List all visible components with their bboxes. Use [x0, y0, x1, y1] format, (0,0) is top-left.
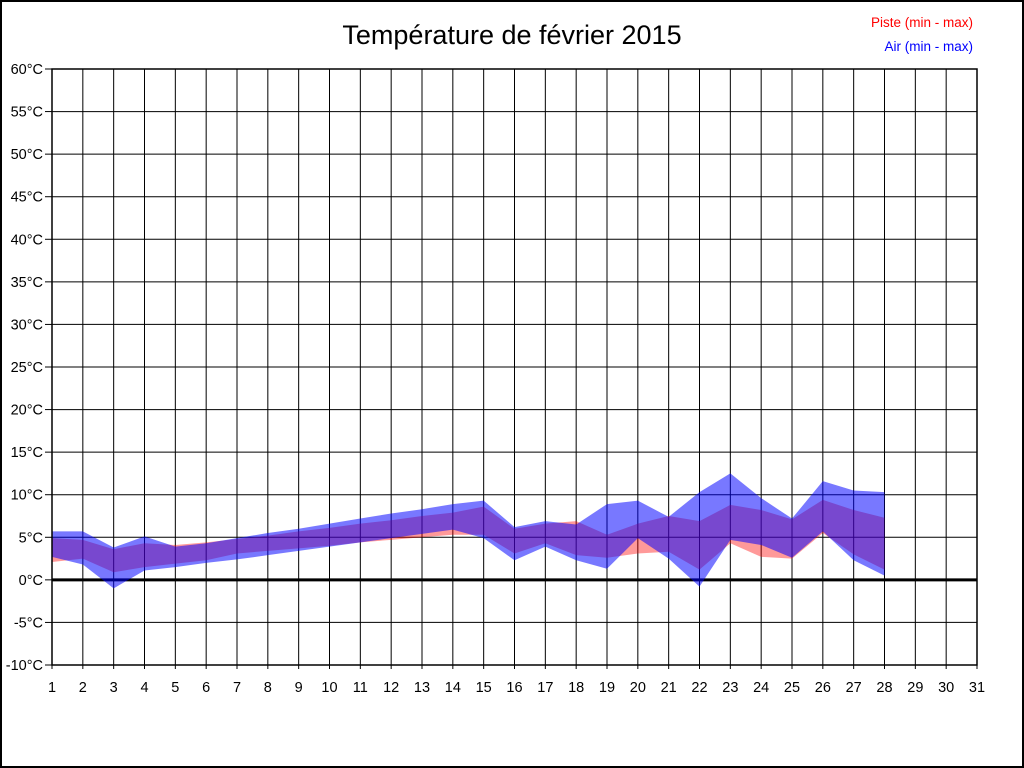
- x-tick-label: 14: [445, 680, 461, 696]
- legend-item-air: Air (min - max): [884, 39, 974, 54]
- y-tick-label: 20°C: [11, 403, 43, 419]
- x-tick-label: 29: [907, 680, 923, 696]
- x-tick-label: 10: [321, 680, 337, 696]
- y-tick-label: 45°C: [11, 190, 43, 206]
- x-tick-label: 25: [784, 680, 800, 696]
- x-tick-label: 1: [48, 680, 56, 696]
- x-tick-label: 27: [846, 680, 862, 696]
- x-tick-label: 17: [537, 680, 553, 696]
- x-tick-label: 30: [938, 680, 954, 696]
- x-tick-label: 15: [476, 680, 492, 696]
- y-tick-label: 15°C: [11, 445, 43, 461]
- x-tick-label: 9: [295, 680, 303, 696]
- y-tick-label: 60°C: [11, 62, 43, 78]
- y-tick-label: 0°C: [19, 573, 43, 589]
- x-tick-label: 5: [171, 680, 179, 696]
- x-tick-label: 31: [969, 680, 985, 696]
- y-tick-label: 55°C: [11, 105, 43, 121]
- x-tick-label: 11: [353, 680, 368, 696]
- y-tick-label: 10°C: [11, 488, 43, 504]
- x-tick-label: 13: [414, 680, 430, 696]
- x-tick-label: 16: [506, 680, 522, 696]
- y-tick-label: 50°C: [11, 147, 43, 163]
- x-tick-label: 2: [79, 680, 87, 696]
- x-tick-label: 4: [140, 680, 148, 696]
- x-tick-label: 7: [233, 680, 241, 696]
- x-tick-label: 18: [568, 680, 584, 696]
- y-tick-label: 25°C: [11, 360, 43, 376]
- x-tick-label: 6: [202, 680, 210, 696]
- air-band: [52, 473, 885, 589]
- y-tick-label: -10°C: [6, 658, 43, 674]
- y-tick-label: -5°C: [14, 615, 43, 631]
- x-tick-label: 3: [110, 680, 118, 696]
- legend: Piste (min - max) Air (min - max): [871, 11, 973, 59]
- y-tick-label: 35°C: [11, 275, 43, 291]
- x-tick-label: 8: [264, 680, 272, 696]
- x-tick-label: 24: [753, 680, 769, 696]
- legend-item-piste: Piste (min - max): [870, 15, 973, 30]
- y-tick-label: 30°C: [11, 317, 43, 333]
- x-tick-label: 20: [630, 680, 646, 696]
- x-tick-label: 28: [876, 680, 892, 696]
- y-tick-label: 40°C: [11, 232, 43, 248]
- x-tick-label: 26: [815, 680, 831, 696]
- y-tick-label: 5°C: [19, 530, 43, 546]
- x-tick-label: 19: [599, 680, 615, 696]
- x-tick-label: 21: [661, 680, 677, 696]
- x-tick-label: 23: [722, 680, 738, 696]
- chart-title: Température de février 2015: [342, 20, 682, 50]
- x-tick-label: 22: [691, 680, 707, 696]
- x-tick-label: 12: [383, 680, 399, 696]
